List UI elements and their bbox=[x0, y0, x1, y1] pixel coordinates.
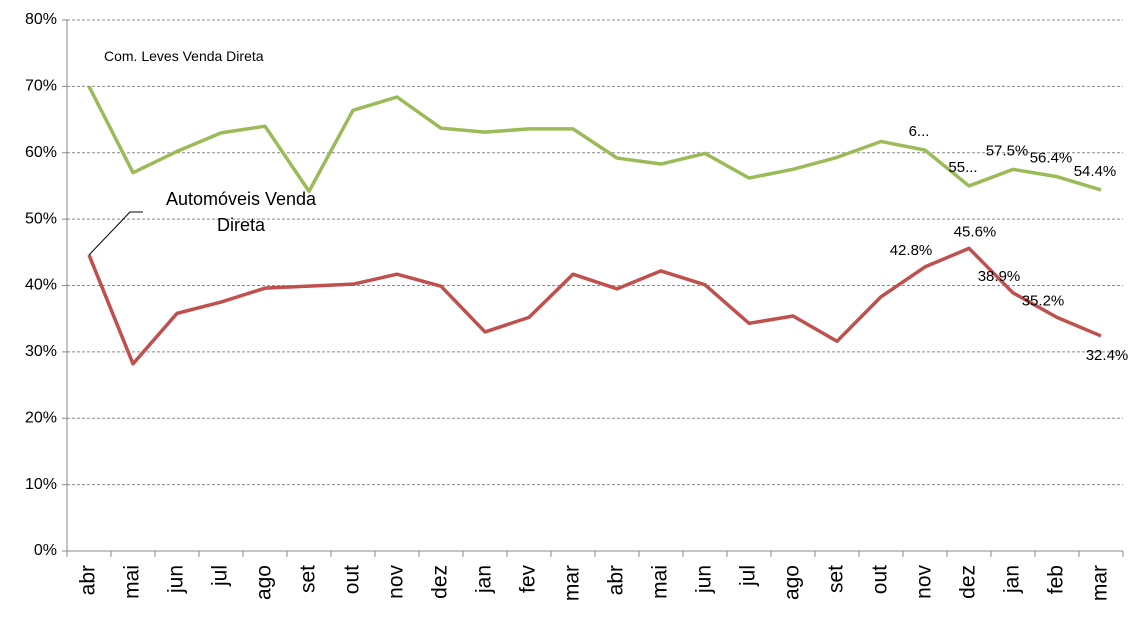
x-tick-label: ago bbox=[781, 565, 804, 600]
x-tick-label: out bbox=[869, 565, 892, 594]
x-tick-label: abr bbox=[77, 565, 100, 595]
x-tick-label: jan bbox=[1001, 565, 1024, 594]
y-tick-label: 60% bbox=[25, 144, 57, 161]
x-tick-label: set bbox=[825, 565, 848, 593]
y-tick-label: 80% bbox=[25, 11, 57, 28]
x-tick-label: mai bbox=[121, 565, 144, 599]
x-tick-label: set bbox=[297, 565, 320, 593]
data-label: 54.4% bbox=[1074, 163, 1117, 180]
data-label: 45.6% bbox=[954, 223, 997, 240]
series-line bbox=[87, 246, 1102, 366]
y-tick-label: 50% bbox=[25, 210, 57, 227]
x-tick-label: jul bbox=[209, 565, 232, 587]
y-tick-label: 70% bbox=[25, 78, 57, 95]
data-label: 55... bbox=[948, 159, 977, 176]
x-tick-label: feb bbox=[1045, 565, 1068, 594]
annotation-leader bbox=[88, 211, 143, 256]
x-tick-label: jun bbox=[693, 565, 716, 594]
series-annotation: Automóveis Venda Direta bbox=[165, 189, 317, 235]
y-tick-label: 20% bbox=[25, 409, 57, 426]
data-label: 38.9% bbox=[978, 268, 1021, 285]
y-tick-label: 0% bbox=[34, 542, 57, 559]
x-tick-label: jun bbox=[165, 565, 188, 594]
x-tick-label: jan bbox=[473, 565, 496, 594]
x-tick-label: out bbox=[341, 565, 364, 594]
x-tick-label: fev bbox=[517, 565, 540, 594]
series-line bbox=[87, 85, 1102, 193]
data-label: 42.8% bbox=[890, 242, 933, 259]
y-tick-label: 30% bbox=[25, 343, 57, 360]
y-tick-label: 40% bbox=[25, 277, 57, 294]
x-tick-label: dez bbox=[429, 565, 452, 599]
x-tick-label: jul bbox=[737, 565, 760, 587]
data-label: 56.4% bbox=[1030, 150, 1073, 167]
series-annotation: Com. Leves Venda Direta bbox=[104, 48, 264, 64]
x-tick-label: mar bbox=[561, 565, 584, 601]
data-label: 32.4% bbox=[1086, 347, 1129, 364]
x-tick-label: nov bbox=[913, 565, 936, 599]
x-tick-label: ago bbox=[253, 565, 276, 600]
data-label: 6... bbox=[909, 123, 930, 140]
data-label: 57.5% bbox=[986, 142, 1029, 159]
data-label: 35.2% bbox=[1022, 292, 1065, 309]
y-tick-label: 10% bbox=[25, 476, 57, 493]
x-tick-label: mar bbox=[1089, 565, 1112, 601]
x-tick-label: mai bbox=[649, 565, 672, 599]
x-tick-label: nov bbox=[385, 565, 408, 599]
x-tick-label: dez bbox=[957, 565, 980, 599]
x-tick-label: abr bbox=[605, 565, 628, 595]
